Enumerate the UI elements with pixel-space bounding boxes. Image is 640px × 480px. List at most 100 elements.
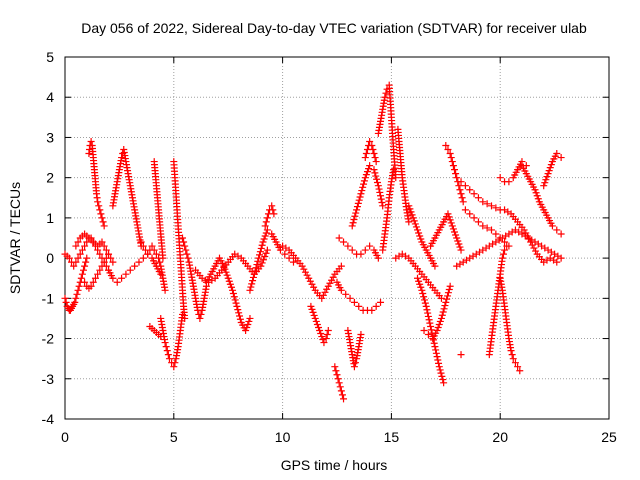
data-point xyxy=(83,254,91,262)
data-point xyxy=(276,246,284,254)
data-point xyxy=(407,208,415,216)
data-point xyxy=(528,241,536,249)
data-point xyxy=(366,162,374,170)
data-point xyxy=(540,182,548,190)
data-point xyxy=(102,246,110,254)
data-point xyxy=(419,290,427,298)
data-point xyxy=(365,165,373,173)
data-point xyxy=(223,271,231,279)
data-point xyxy=(350,215,358,223)
data-point xyxy=(446,150,454,158)
series-arc-14 xyxy=(202,254,254,335)
data-point xyxy=(457,178,465,186)
data-point xyxy=(382,89,390,97)
chart-title: Day 056 of 2022, Sidereal Day-to-day VTE… xyxy=(81,20,587,36)
data-point xyxy=(98,262,106,270)
data-point xyxy=(75,282,83,290)
data-marks xyxy=(61,81,565,403)
data-point xyxy=(557,230,565,238)
data-point xyxy=(268,202,276,210)
data-point xyxy=(449,225,457,233)
y-tick-label: 1 xyxy=(46,210,54,226)
data-point xyxy=(315,323,323,331)
data-point xyxy=(62,298,70,306)
data-point xyxy=(360,180,368,188)
data-point xyxy=(372,302,380,310)
data-point xyxy=(412,223,420,231)
data-point xyxy=(76,250,84,258)
data-point xyxy=(311,314,319,322)
data-point xyxy=(262,229,270,237)
data-point xyxy=(453,174,461,182)
data-point xyxy=(269,206,277,214)
data-point xyxy=(546,164,554,172)
data-point xyxy=(150,246,158,254)
data-point xyxy=(87,137,95,145)
data-point xyxy=(303,271,311,279)
data-point xyxy=(416,280,424,288)
data-point xyxy=(508,351,516,359)
data-point xyxy=(453,234,461,242)
series-arc-6 xyxy=(109,146,145,250)
data-point xyxy=(361,174,369,182)
data-point xyxy=(96,250,104,258)
data-point xyxy=(441,302,449,310)
series-arc-13 xyxy=(179,234,210,322)
y-axis-label: SDTVAR / TECUs xyxy=(7,182,23,294)
plot-frame xyxy=(64,56,610,420)
data-point xyxy=(236,315,244,323)
data-point xyxy=(251,267,259,275)
data-point xyxy=(229,286,237,294)
data-point xyxy=(349,219,357,227)
data-point xyxy=(94,270,102,278)
data-point xyxy=(470,214,478,222)
data-point xyxy=(522,229,530,237)
series-arc-29 xyxy=(392,250,445,302)
data-point xyxy=(553,258,561,266)
data-point xyxy=(196,314,204,322)
data-point xyxy=(487,226,495,234)
data-point xyxy=(452,170,460,178)
data-point xyxy=(411,220,419,228)
data-point xyxy=(246,286,254,294)
data-point xyxy=(405,218,413,226)
data-point xyxy=(348,222,356,230)
data-point xyxy=(406,205,414,213)
data-point xyxy=(61,294,69,302)
data-point xyxy=(359,183,367,191)
data-point xyxy=(459,198,467,206)
y-tick-label: 4 xyxy=(46,89,54,105)
data-point xyxy=(329,273,337,281)
data-point xyxy=(503,242,511,250)
data-point xyxy=(180,238,188,246)
data-point xyxy=(87,282,95,290)
data-point xyxy=(532,189,540,197)
data-point xyxy=(444,289,452,297)
data-point xyxy=(446,216,454,224)
data-point xyxy=(370,150,378,158)
data-point xyxy=(337,387,345,395)
data-point xyxy=(231,296,239,304)
data-point xyxy=(458,194,466,202)
data-point xyxy=(357,250,365,258)
series-arc-16 xyxy=(246,226,297,294)
data-point xyxy=(461,182,469,190)
series-arc-42 xyxy=(518,162,565,238)
data-point xyxy=(390,166,398,174)
data-point xyxy=(181,242,189,250)
data-point xyxy=(65,254,73,262)
data-point xyxy=(496,174,504,182)
y-tick-label: -2 xyxy=(42,331,55,347)
data-point xyxy=(553,226,561,234)
data-point xyxy=(414,274,422,282)
series-arc-19 xyxy=(307,302,332,347)
data-point xyxy=(96,206,104,214)
data-point xyxy=(479,222,487,230)
series-arc-3 xyxy=(72,230,117,266)
data-point xyxy=(366,242,374,250)
data-point xyxy=(263,226,271,234)
data-point xyxy=(312,317,320,325)
data-point xyxy=(263,246,271,254)
data-point xyxy=(340,238,348,246)
data-point xyxy=(148,242,156,250)
